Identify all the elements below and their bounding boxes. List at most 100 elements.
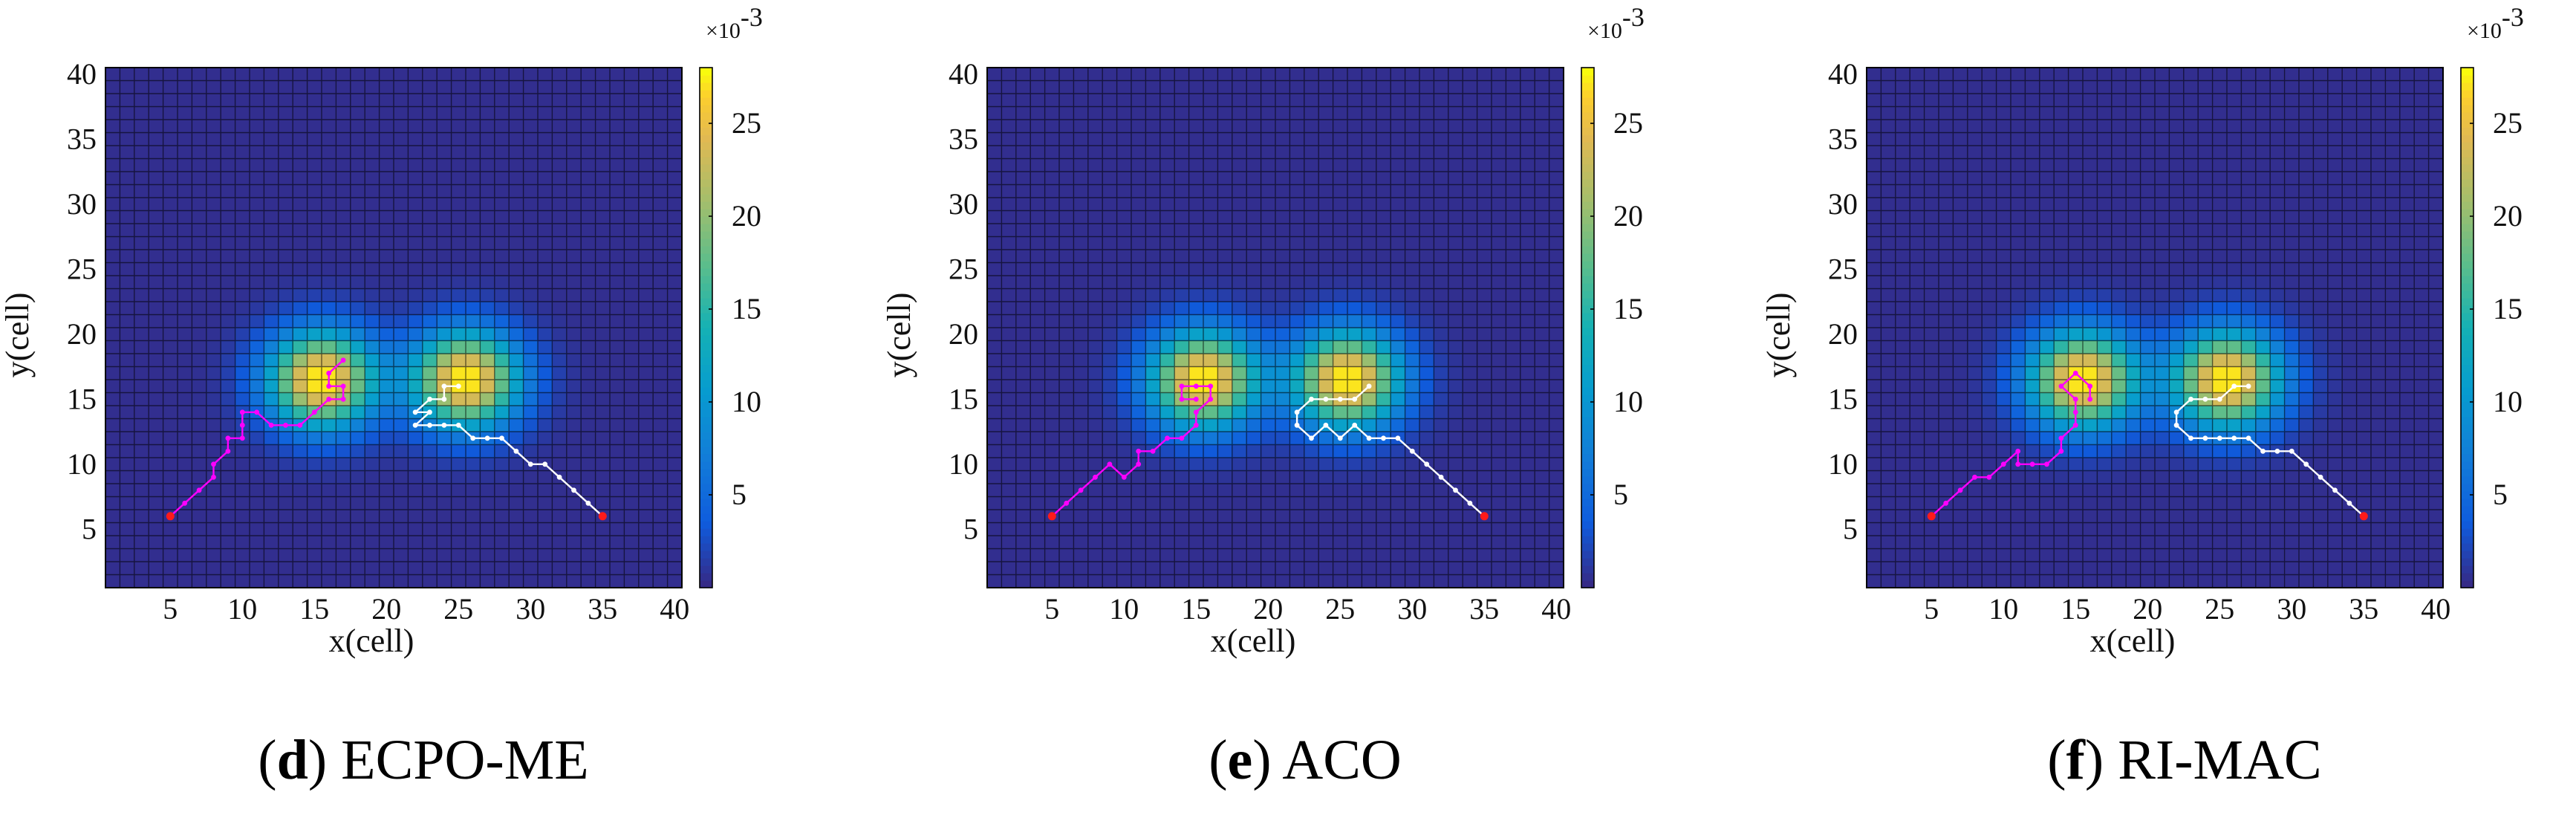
heatmap-cell <box>1448 68 1463 81</box>
path-line-2 <box>412 385 604 517</box>
heatmap-cell <box>1044 392 1060 406</box>
heatmap-cell <box>451 406 466 419</box>
heatmap-cell <box>595 146 611 159</box>
heatmap-cell <box>2011 562 2026 575</box>
heatmap-cell <box>365 250 380 263</box>
heatmap-cell <box>538 392 553 406</box>
heatmap-cell <box>595 548 611 562</box>
heatmap-cell <box>1289 80 1305 94</box>
heatmap-cell <box>1376 340 1391 354</box>
heatmap-cell <box>1304 250 1319 263</box>
heatmap-cell <box>1982 510 1997 523</box>
heatmap-cell <box>394 496 409 510</box>
heatmap-cell <box>1492 418 1506 432</box>
heatmap-cell <box>1275 548 1290 562</box>
colorbar-segment <box>700 290 712 299</box>
heatmap-cell <box>1001 536 1017 549</box>
heatmap-cell <box>1492 224 1506 237</box>
heatmap-cell <box>293 94 308 107</box>
colorbar-segment <box>700 186 712 195</box>
path-point <box>1107 461 1113 467</box>
heatmap-cell <box>105 106 120 120</box>
heatmap-cell <box>2313 562 2329 575</box>
heatmap-cell <box>2284 340 2300 354</box>
heatmap-cell <box>1289 262 1305 276</box>
heatmap-cell <box>509 340 524 354</box>
heatmap-cell <box>1924 432 1939 445</box>
heatmap-cell <box>2025 432 2040 445</box>
heatmap-cell <box>2198 172 2213 185</box>
heatmap-cell <box>1535 496 1549 510</box>
heatmap-cell <box>1477 120 1492 133</box>
heatmap-cell <box>1015 288 1031 302</box>
heatmap-cell <box>365 522 380 536</box>
heatmap-cell <box>1159 510 1175 523</box>
heatmap-cell <box>1145 354 1161 367</box>
heatmap-cell <box>336 224 351 237</box>
heatmap-cell <box>1030 548 1045 562</box>
heatmap-cell <box>2183 444 2199 458</box>
heatmap-cell <box>293 562 308 575</box>
heatmap-cell <box>1867 68 1881 81</box>
heatmap-cell <box>1289 132 1305 146</box>
heatmap-cell <box>1304 172 1319 185</box>
heatmap-cell <box>379 314 394 328</box>
heatmap-cell <box>293 250 308 263</box>
heatmap-cell <box>322 158 336 172</box>
heatmap-cell <box>1362 536 1377 549</box>
heatmap-cell <box>1463 276 1477 289</box>
heatmap-cell <box>1881 366 1896 380</box>
heatmap-cell <box>1867 470 1881 484</box>
heatmap-cell <box>2097 224 2112 237</box>
heatmap-cell <box>1059 172 1074 185</box>
heatmap-cell <box>2284 106 2300 120</box>
heatmap-cell <box>1448 444 1463 458</box>
heatmap-cell <box>2284 562 2300 575</box>
heatmap-cell <box>1347 158 1362 172</box>
heatmap-cell <box>1405 236 1420 250</box>
heatmap-cell <box>509 198 524 211</box>
heatmap-cell <box>581 328 596 341</box>
heatmap-cell <box>322 224 336 237</box>
heatmap-cell <box>178 288 192 302</box>
heatmap-cell <box>509 94 524 107</box>
path-point <box>1179 435 1185 441</box>
heatmap-cell <box>1477 276 1492 289</box>
heatmap-cell <box>250 132 264 146</box>
heatmap-cell <box>1910 432 1925 445</box>
heatmap-cell <box>451 366 466 380</box>
heatmap-cell <box>394 366 409 380</box>
heatmap-cell <box>1030 406 1045 419</box>
heatmap-cell <box>2097 418 2112 432</box>
heatmap-cell <box>2183 548 2199 562</box>
heatmap-cell <box>422 510 438 523</box>
heatmap-cell <box>206 484 221 497</box>
heatmap-cell <box>1073 172 1089 185</box>
heatmap-cell <box>1939 470 1954 484</box>
heatmap-cell <box>422 146 438 159</box>
heatmap-cell <box>2212 522 2228 536</box>
colorbar-segment <box>1581 573 1594 581</box>
heatmap-cell <box>1131 548 1146 562</box>
heatmap-cell <box>667 406 683 419</box>
heatmap-cell <box>1477 288 1492 302</box>
heatmap-cell <box>1246 262 1261 276</box>
heatmap-cell <box>1001 328 1017 341</box>
heatmap-cell <box>235 470 250 484</box>
heatmap-cell <box>581 510 596 523</box>
x-tick-label: 20 <box>371 592 401 626</box>
heatmap-cell <box>365 354 380 367</box>
heatmap-cell <box>653 210 668 224</box>
heatmap-cell <box>2054 198 2069 211</box>
heatmap-cell <box>394 328 409 341</box>
heatmap-cell <box>365 198 380 211</box>
heatmap-cell <box>1347 106 1362 120</box>
heatmap-cell <box>1463 302 1477 315</box>
heatmap-cell <box>466 562 481 575</box>
path-point <box>1381 435 1386 441</box>
heatmap-cell <box>1347 184 1362 198</box>
heatmap-cell <box>494 522 510 536</box>
heatmap-cell <box>264 276 279 289</box>
heatmap-cell <box>2241 418 2257 432</box>
heatmap-cell <box>163 224 178 237</box>
